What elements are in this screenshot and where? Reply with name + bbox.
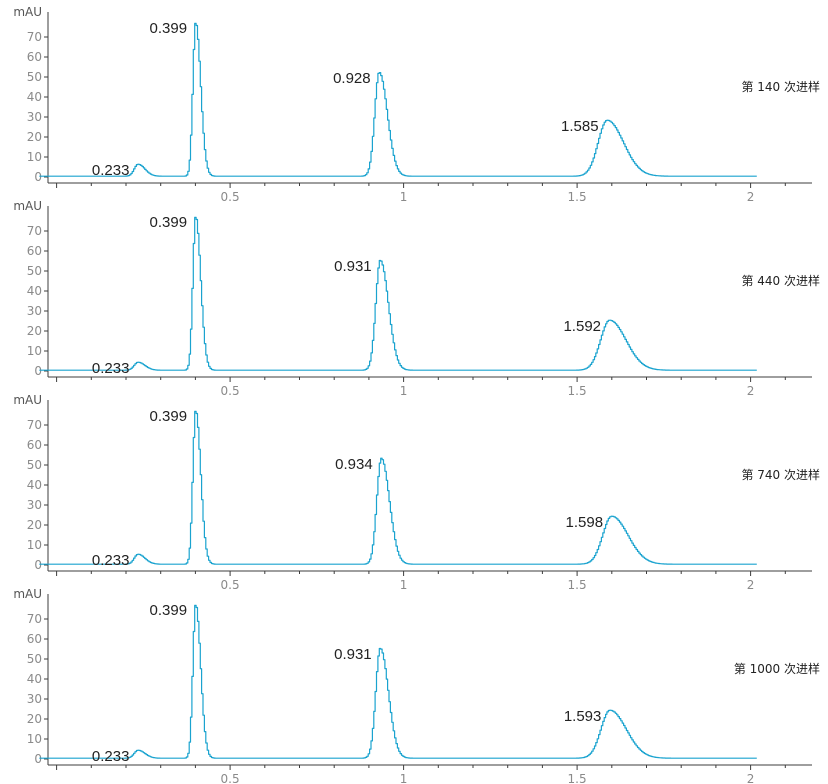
peak-label: 1.592 bbox=[563, 318, 601, 335]
y-tick-label: 70 bbox=[27, 30, 42, 44]
y-tick-label: 20 bbox=[27, 712, 42, 726]
y-tick-label: 20 bbox=[27, 130, 42, 144]
y-tick-label: 30 bbox=[27, 110, 42, 124]
injection-count-label: 第 1000 次进样 bbox=[734, 661, 820, 676]
peak-label: 0.399 bbox=[150, 408, 188, 425]
y-tick-label: 30 bbox=[27, 498, 42, 512]
peak-label: 1.593 bbox=[564, 708, 602, 725]
x-tick-label: 1.5 bbox=[568, 772, 587, 784]
peak-label: 0.233 bbox=[92, 162, 130, 179]
y-tick-label: 60 bbox=[27, 438, 42, 452]
y-tick-label: 0 bbox=[34, 364, 42, 378]
peak-label: 0.399 bbox=[150, 602, 188, 619]
y-tick-label: 40 bbox=[27, 672, 42, 686]
y-tick-label: 10 bbox=[27, 732, 42, 746]
chromatogram-panel: 0 10 20 30 40 50 60 70 mAU 0.5 1 1.5 2 0.233 0.399 0.93… bbox=[13, 393, 820, 592]
chromatogram-panel: 0 10 20 30 40 50 60 70 mAU 0.5 1 1.5 2 0.233 0.399 0.92… bbox=[13, 5, 820, 204]
x-tick-label: 0.5 bbox=[221, 384, 240, 398]
x-tick-label: 2 bbox=[747, 384, 755, 398]
peak-label: 1.585 bbox=[561, 118, 599, 135]
y-tick-label: 30 bbox=[27, 304, 42, 318]
y-tick-label: 10 bbox=[27, 150, 42, 164]
x-tick-label: 0.5 bbox=[221, 772, 240, 784]
y-tick-label: 10 bbox=[27, 538, 42, 552]
x-tick-label: 1.5 bbox=[568, 190, 587, 204]
x-tick-label: 1.5 bbox=[568, 578, 587, 592]
peak-label: 0.928 bbox=[333, 70, 371, 87]
y-tick-label: 60 bbox=[27, 632, 42, 646]
y-axis-unit-label: mAU bbox=[13, 5, 42, 19]
x-tick-label: 1 bbox=[400, 772, 408, 784]
y-axis-unit-label: mAU bbox=[13, 587, 42, 601]
y-tick-label: 10 bbox=[27, 344, 42, 358]
x-tick-label: 0.5 bbox=[221, 190, 240, 204]
y-tick-label: 40 bbox=[27, 478, 42, 492]
peak-label: 0.233 bbox=[92, 748, 130, 765]
peak-label: 0.931 bbox=[334, 646, 372, 663]
y-tick-label: 50 bbox=[27, 652, 42, 666]
y-tick-label: 70 bbox=[27, 612, 42, 626]
chromatogram-trace bbox=[39, 604, 757, 759]
y-tick-label: 50 bbox=[27, 70, 42, 84]
y-tick-label: 20 bbox=[27, 518, 42, 532]
injection-count-label: 第 440 次进样 bbox=[741, 273, 820, 288]
x-tick-label: 1.5 bbox=[568, 384, 587, 398]
peak-label: 0.399 bbox=[150, 214, 188, 231]
x-tick-label: 2 bbox=[747, 772, 755, 784]
y-tick-label: 60 bbox=[27, 244, 42, 258]
chromatogram-trace bbox=[39, 22, 757, 177]
peak-label: 0.931 bbox=[334, 258, 372, 275]
y-axis-unit-label: mAU bbox=[13, 199, 42, 213]
x-tick-label: 1 bbox=[400, 190, 408, 204]
peak-label: 0.934 bbox=[335, 456, 373, 473]
x-tick-label: 1 bbox=[400, 384, 408, 398]
chromatogram-trace bbox=[39, 410, 757, 565]
x-tick-label: 0.5 bbox=[221, 578, 240, 592]
y-tick-label: 40 bbox=[27, 284, 42, 298]
y-tick-label: 70 bbox=[27, 418, 42, 432]
x-tick-label: 2 bbox=[747, 578, 755, 592]
chromatogram-panel: 0 10 20 30 40 50 60 70 mAU 0.5 1 1.5 2 0.233 0.399 0.93… bbox=[13, 199, 820, 398]
y-tick-label: 50 bbox=[27, 458, 42, 472]
y-tick-label: 0 bbox=[34, 752, 42, 766]
x-tick-label: 2 bbox=[747, 190, 755, 204]
peak-label: 0.233 bbox=[92, 360, 130, 377]
peak-label: 0.399 bbox=[150, 20, 188, 37]
y-tick-label: 30 bbox=[27, 692, 42, 706]
injection-count-label: 第 140 次进样 bbox=[741, 79, 820, 94]
x-tick-label: 1 bbox=[400, 578, 408, 592]
peak-label: 1.598 bbox=[566, 514, 604, 531]
peak-label: 0.233 bbox=[92, 552, 130, 569]
y-tick-label: 50 bbox=[27, 264, 42, 278]
chromatogram-panel: 0 10 20 30 40 50 60 70 mAU 0.5 1 1.5 2 0.233 0.399 0.93… bbox=[13, 587, 820, 784]
y-tick-label: 20 bbox=[27, 324, 42, 338]
y-tick-label: 60 bbox=[27, 50, 42, 64]
y-axis-unit-label: mAU bbox=[13, 393, 42, 407]
y-tick-label: 40 bbox=[27, 90, 42, 104]
y-tick-label: 0 bbox=[34, 558, 42, 572]
y-tick-label: 70 bbox=[27, 224, 42, 238]
injection-count-label: 第 740 次进样 bbox=[741, 467, 820, 482]
chromatogram-trace bbox=[39, 216, 757, 371]
y-tick-label: 0 bbox=[34, 170, 42, 184]
